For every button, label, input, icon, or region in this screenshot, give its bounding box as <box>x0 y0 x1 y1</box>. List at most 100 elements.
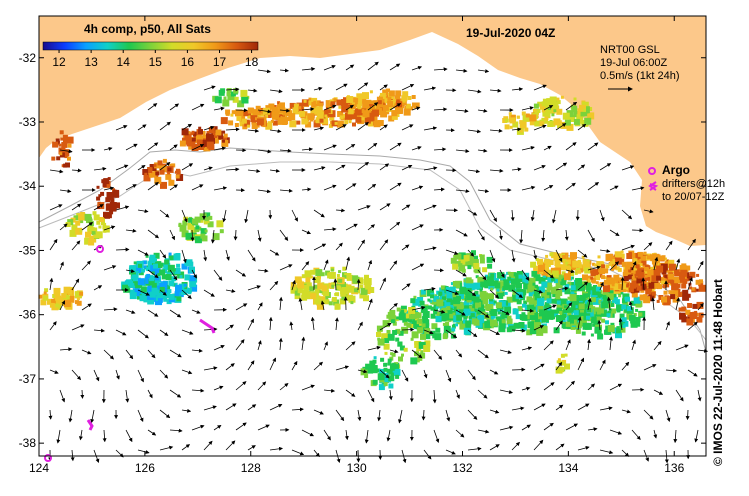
sst-pixel <box>445 322 450 326</box>
sst-pixel <box>493 300 497 304</box>
sst-pixel <box>611 283 615 287</box>
sst-pixel <box>56 156 61 161</box>
current-arrow <box>467 129 482 134</box>
sst-pixel <box>61 141 68 148</box>
sst-pixel <box>316 302 324 310</box>
current-arrow <box>398 409 403 424</box>
sst-pixel <box>446 292 453 299</box>
current-arrow <box>577 281 589 291</box>
sst-pixel <box>474 290 479 295</box>
sst-pixel <box>607 325 615 332</box>
sst-pixel <box>507 315 512 320</box>
sst-pixel <box>537 101 543 107</box>
current-arrow <box>489 409 500 414</box>
sst-pixel <box>223 96 227 100</box>
sst-pixel <box>98 225 102 229</box>
sst-pixel <box>628 269 632 273</box>
sst-pixel <box>667 269 673 275</box>
current-arrow <box>191 309 201 314</box>
sst-pixel <box>592 262 596 266</box>
sst-pixel <box>553 108 558 113</box>
sst-pixel <box>55 292 61 298</box>
sst-pixel <box>580 308 584 313</box>
sst-pixel <box>313 276 320 283</box>
current-arrow <box>210 229 215 244</box>
current-arrow <box>247 404 257 411</box>
sst-pixel <box>208 127 215 133</box>
sst-pixel <box>477 315 485 323</box>
sst-pixel <box>562 260 566 264</box>
sst-pixel <box>228 120 234 126</box>
current-arrow <box>115 164 129 171</box>
sst-pixel <box>619 253 625 259</box>
current-arrow <box>697 260 704 271</box>
sst-pixel <box>137 278 145 286</box>
current-arrow <box>213 186 228 191</box>
current-arrow <box>225 324 234 331</box>
sst-pixel <box>103 211 110 219</box>
sst-pixel <box>590 297 596 303</box>
sst-pixel <box>504 124 510 130</box>
sst-pixel <box>632 285 640 293</box>
current-arrow <box>455 389 460 399</box>
sst-pixel <box>256 118 264 126</box>
sst-pixel <box>508 284 516 292</box>
current-arrow <box>631 429 641 441</box>
sst-pixel <box>645 273 652 281</box>
sst-pixel <box>453 254 457 258</box>
sst-pixel <box>451 306 455 310</box>
sst-pixel <box>382 320 390 328</box>
sst-pixel <box>49 302 55 308</box>
sst-pixel <box>330 101 336 107</box>
current-arrow <box>169 349 182 358</box>
sst-pixel <box>686 294 689 297</box>
current-arrow <box>364 429 369 444</box>
current-arrow <box>653 429 658 439</box>
sst-pixel <box>386 105 393 112</box>
sst-pixel <box>313 284 318 289</box>
sst-pixel <box>171 276 177 282</box>
sst-pixel <box>659 277 666 284</box>
sst-pixel <box>522 114 530 122</box>
current-arrow <box>577 123 587 131</box>
current-arrow <box>599 406 613 411</box>
info-block: NRT00 GSL 19-Jul 06:00Z 0.5m/s (1kt 24h) <box>600 44 679 92</box>
sst-pixel <box>113 189 120 196</box>
sst-pixel <box>636 285 642 291</box>
sst-pixel <box>265 122 273 130</box>
sst-pixel <box>214 96 222 104</box>
sst-pixel <box>406 322 412 328</box>
current-arrow <box>169 269 178 281</box>
current-arrow <box>477 389 488 399</box>
sst-pixel <box>403 108 411 116</box>
sst-pixel <box>159 165 167 173</box>
sst-pixel <box>59 149 64 154</box>
sst-pixel <box>394 364 399 369</box>
sst-pixel <box>298 106 302 110</box>
current-arrow <box>257 189 271 194</box>
sst-pixel <box>646 289 652 295</box>
sst-pixel <box>142 294 149 301</box>
current-arrow <box>467 369 476 381</box>
sst-pixel <box>665 259 669 263</box>
sst-pixel <box>610 303 615 307</box>
sst-pixel <box>348 120 352 124</box>
current-arrow <box>335 208 346 213</box>
sst-pixel <box>536 298 544 306</box>
sst-pixel <box>67 299 71 303</box>
current-arrow <box>310 316 315 331</box>
current-arrow <box>181 444 191 451</box>
current-arrow <box>335 124 347 131</box>
sst-pixel <box>303 292 311 300</box>
sst-pixel <box>373 120 381 128</box>
current-arrow <box>93 328 105 333</box>
sst-pixel <box>342 100 348 107</box>
sst-pixel <box>555 315 563 322</box>
sst-pixel <box>105 197 111 203</box>
current-arrow <box>213 106 225 111</box>
current-arrow <box>411 349 423 359</box>
sst-pixel <box>601 264 606 269</box>
sst-pixel <box>62 293 70 300</box>
sst-pixel <box>325 100 333 108</box>
sst-pixel <box>606 277 614 285</box>
